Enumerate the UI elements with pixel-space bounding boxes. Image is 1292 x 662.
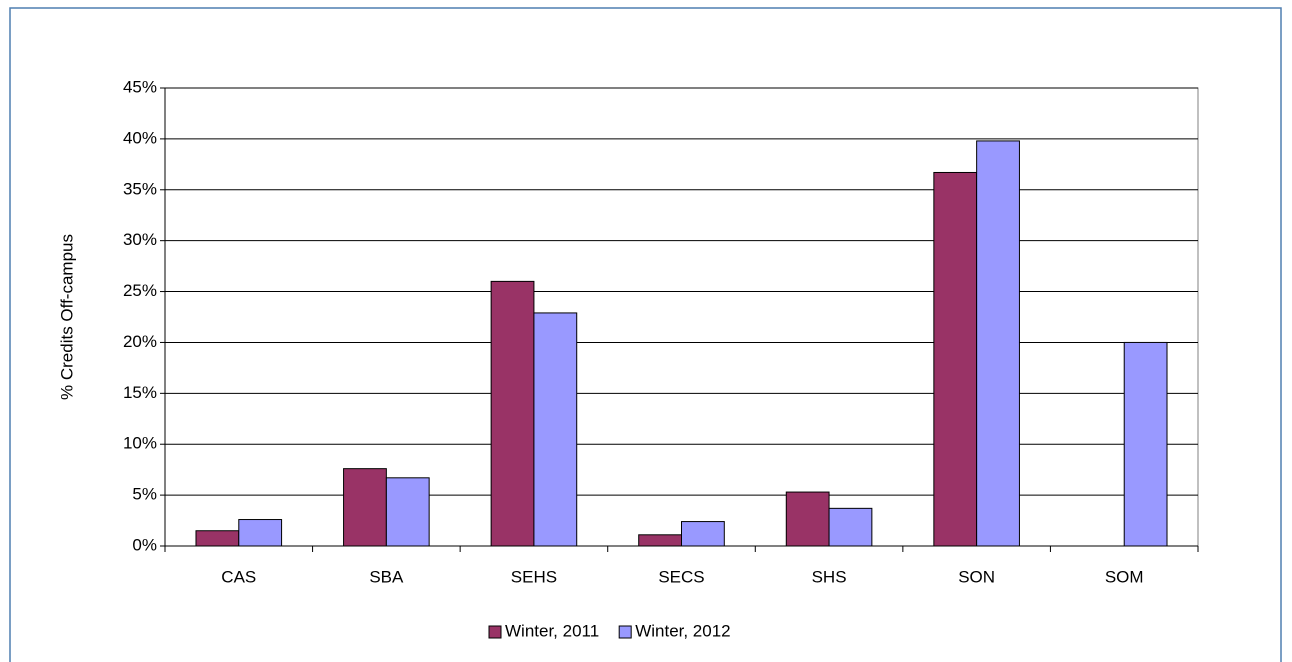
y-tick-label: 0% xyxy=(132,535,157,554)
bar xyxy=(238,519,283,547)
legend-label: Winter, 2012 xyxy=(635,621,730,640)
bar xyxy=(681,521,725,547)
y-tick-label: 25% xyxy=(123,281,157,300)
bar xyxy=(638,534,682,547)
x-tick-label: CAS xyxy=(221,567,256,586)
bar xyxy=(933,171,978,547)
y-tick-label: 40% xyxy=(123,128,157,147)
x-tick-label: SBA xyxy=(369,567,404,586)
plot-area xyxy=(164,87,1199,547)
bar xyxy=(1123,341,1168,547)
y-tick-label: 35% xyxy=(123,179,157,198)
y-tick-label: 10% xyxy=(123,434,157,453)
legend-swatch xyxy=(618,625,632,639)
x-tick-label: SEHS xyxy=(511,567,557,586)
y-tick-label: 20% xyxy=(123,332,157,351)
x-tick-label: SOM xyxy=(1105,567,1144,586)
bar xyxy=(828,507,873,547)
y-axis-title: % Credits Off-campus xyxy=(57,234,76,400)
y-tick-label: 45% xyxy=(123,77,157,96)
bar xyxy=(785,491,830,547)
bar xyxy=(533,312,578,547)
bar xyxy=(385,477,430,547)
x-tick-label: SON xyxy=(958,567,995,586)
legend-label: Winter, 2011 xyxy=(505,621,599,640)
legend-swatch xyxy=(488,625,502,639)
x-tick-label: SHS xyxy=(812,567,847,586)
y-tick-label: 15% xyxy=(123,383,157,402)
bar xyxy=(195,530,240,547)
bar xyxy=(490,280,535,547)
y-tick-label: 30% xyxy=(123,230,157,249)
x-tick-label: SECS xyxy=(658,567,704,586)
bar xyxy=(343,468,387,547)
bar xyxy=(976,140,1020,547)
y-tick-label: 5% xyxy=(132,485,157,504)
